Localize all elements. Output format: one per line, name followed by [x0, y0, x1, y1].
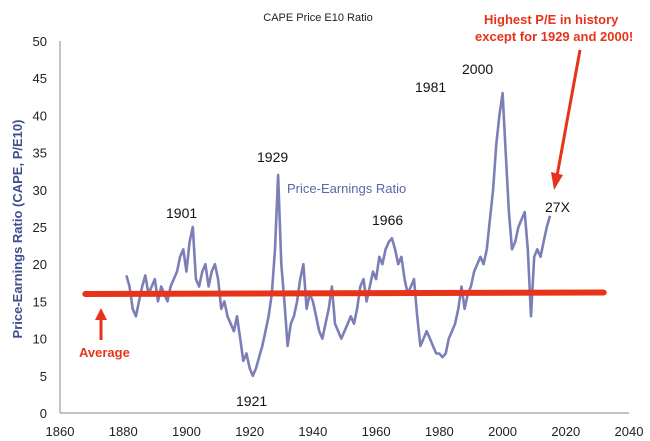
average-label: Average: [79, 345, 130, 360]
label-1921: 1921: [236, 393, 267, 409]
x-tick-label: 2000: [488, 424, 517, 439]
y-tick-label: 50: [33, 34, 47, 49]
y-axis-label: Price-Earnings Ratio (CAPE, P/E10): [10, 120, 25, 339]
chart-title: CAPE Price E10 Ratio: [263, 12, 372, 24]
highest-note-line1: Highest P/E in history: [484, 12, 619, 27]
y-tick-label: 0: [40, 406, 47, 421]
y-tick-label: 35: [33, 146, 47, 161]
x-tick-label: 1940: [298, 424, 327, 439]
average-arrow-icon: [95, 308, 107, 340]
y-tick-label: 45: [33, 71, 47, 86]
x-tick-labels: 1860 1880 1900 1920 1940 1960 1980 2000 2020 2040: [46, 424, 644, 439]
series-label: Price-Earnings Ratio: [287, 181, 406, 196]
y-tick-label: 30: [33, 183, 47, 198]
y-tick-label: 20: [33, 257, 47, 272]
series-line-pe-ratio: [125, 91, 552, 378]
x-tick-label: 1920: [235, 424, 264, 439]
x-tick-label: 1880: [109, 424, 138, 439]
x-tick-label: 1960: [362, 424, 391, 439]
y-tick-labels: 0 5 10 15 20 25 30 35 40 45 50: [33, 34, 47, 421]
average-line: [82, 289, 607, 297]
y-tick-label: 25: [33, 220, 47, 235]
y-tick-label: 15: [33, 294, 47, 309]
x-tick-label: 2020: [551, 424, 580, 439]
x-tick-label: 1860: [46, 424, 75, 439]
label-1929: 1929: [257, 149, 288, 165]
y-tick-label: 10: [33, 332, 47, 347]
label-27x: 27X: [545, 199, 571, 215]
label-1901: 1901: [166, 205, 197, 221]
x-tick-label: 1980: [425, 424, 454, 439]
label-1966: 1966: [372, 212, 403, 228]
highest-note-line2: except for 1929 and 2000!: [475, 29, 633, 44]
label-1981: 1981: [415, 79, 446, 95]
label-2000: 2000: [462, 61, 493, 77]
highest-arrow-icon: [551, 49, 582, 190]
x-tick-label: 1900: [172, 424, 201, 439]
y-tick-label: 5: [40, 369, 47, 384]
x-tick-label: 2040: [615, 424, 644, 439]
y-tick-label: 40: [33, 108, 47, 123]
